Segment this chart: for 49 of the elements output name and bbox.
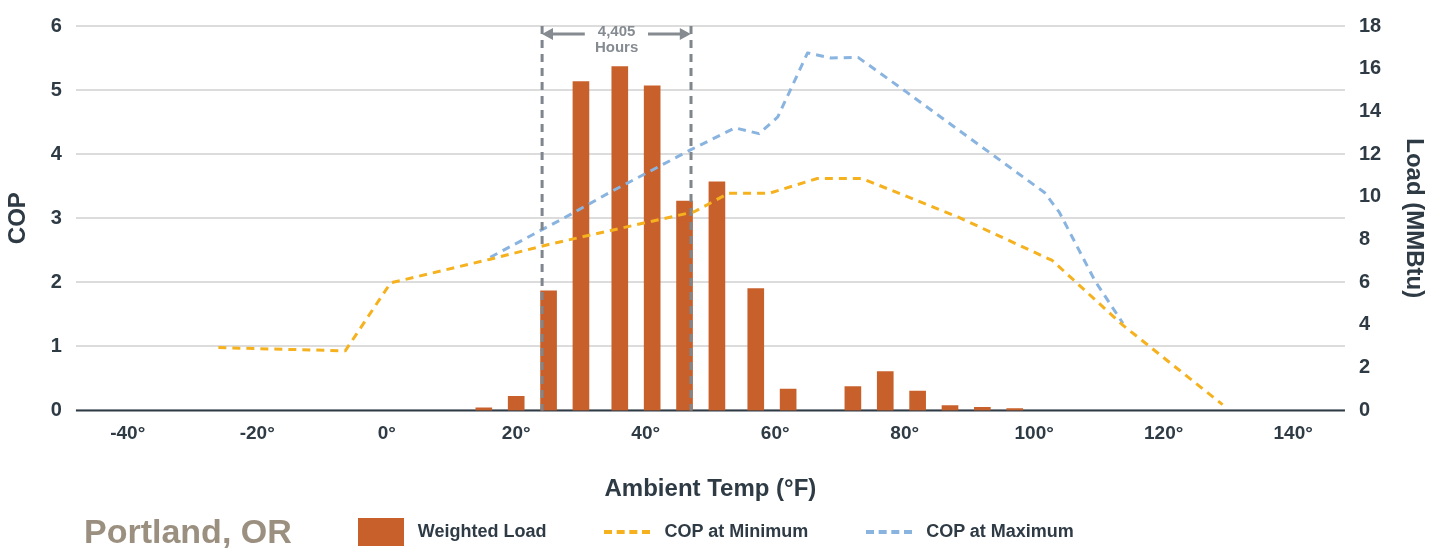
bar [909, 390, 926, 411]
y2-tick-label: 10 [1358, 184, 1382, 207]
bar [974, 407, 991, 411]
x-tick-label: 80° [890, 422, 920, 444]
bar [643, 85, 661, 411]
x-tick-label: 100° [1014, 422, 1054, 444]
y2-tick-label: 18 [1358, 13, 1382, 36]
y2-tick-label: 12 [1358, 141, 1382, 164]
y2-tick-label: 8 [1358, 227, 1371, 250]
bar [844, 386, 862, 411]
y-tick-label: 5 [50, 77, 62, 100]
bar [876, 371, 894, 411]
y2-tick-label: 2 [1358, 355, 1371, 378]
legend-label: COP at Minimum [664, 521, 809, 542]
text: Portland, OR [84, 512, 292, 551]
x-tick-label: 60° [760, 422, 790, 444]
bar [507, 395, 525, 411]
x-tick-label: 140° [1273, 422, 1313, 444]
y-tick-label: 3 [50, 205, 62, 228]
line-series [216, 176, 1225, 407]
x-tick-label: -20° [239, 422, 275, 444]
x-tick-label: 20° [501, 422, 531, 444]
legend-label: Weighted Load [417, 521, 547, 542]
x-tick-label: 120° [1144, 422, 1184, 444]
bar [941, 405, 959, 411]
y-tick-label: 1 [50, 333, 62, 356]
y-tick-label: 2 [50, 269, 62, 292]
bar [611, 66, 629, 411]
x-tick-label: 0° [377, 422, 396, 444]
x-tick-label: 40° [631, 422, 661, 444]
bar [708, 181, 726, 411]
y-axis-title: COP [3, 192, 31, 245]
legend-label: COP at Maximum [926, 521, 1074, 542]
y2-axis-title: Load (MMBtu) [1401, 138, 1429, 299]
y2-tick-label: 6 [1358, 269, 1371, 292]
y2-tick-label: 16 [1358, 56, 1382, 79]
x-axis-title: Ambient Temp (°F) [604, 474, 817, 502]
bar [747, 288, 765, 411]
y-tick-label: 6 [50, 13, 62, 36]
y2-tick-label: 0 [1358, 397, 1371, 420]
bar [779, 388, 797, 411]
y-tick-label: 4 [50, 141, 63, 164]
y-tick-label: 0 [50, 397, 62, 420]
line-series [488, 51, 1125, 325]
bar [572, 81, 590, 411]
x-tick-label: -40° [110, 422, 146, 444]
annotation: 4,405 Hours [594, 22, 639, 56]
y2-tick-label: 4 [1358, 312, 1371, 335]
y2-tick-label: 14 [1358, 98, 1383, 121]
